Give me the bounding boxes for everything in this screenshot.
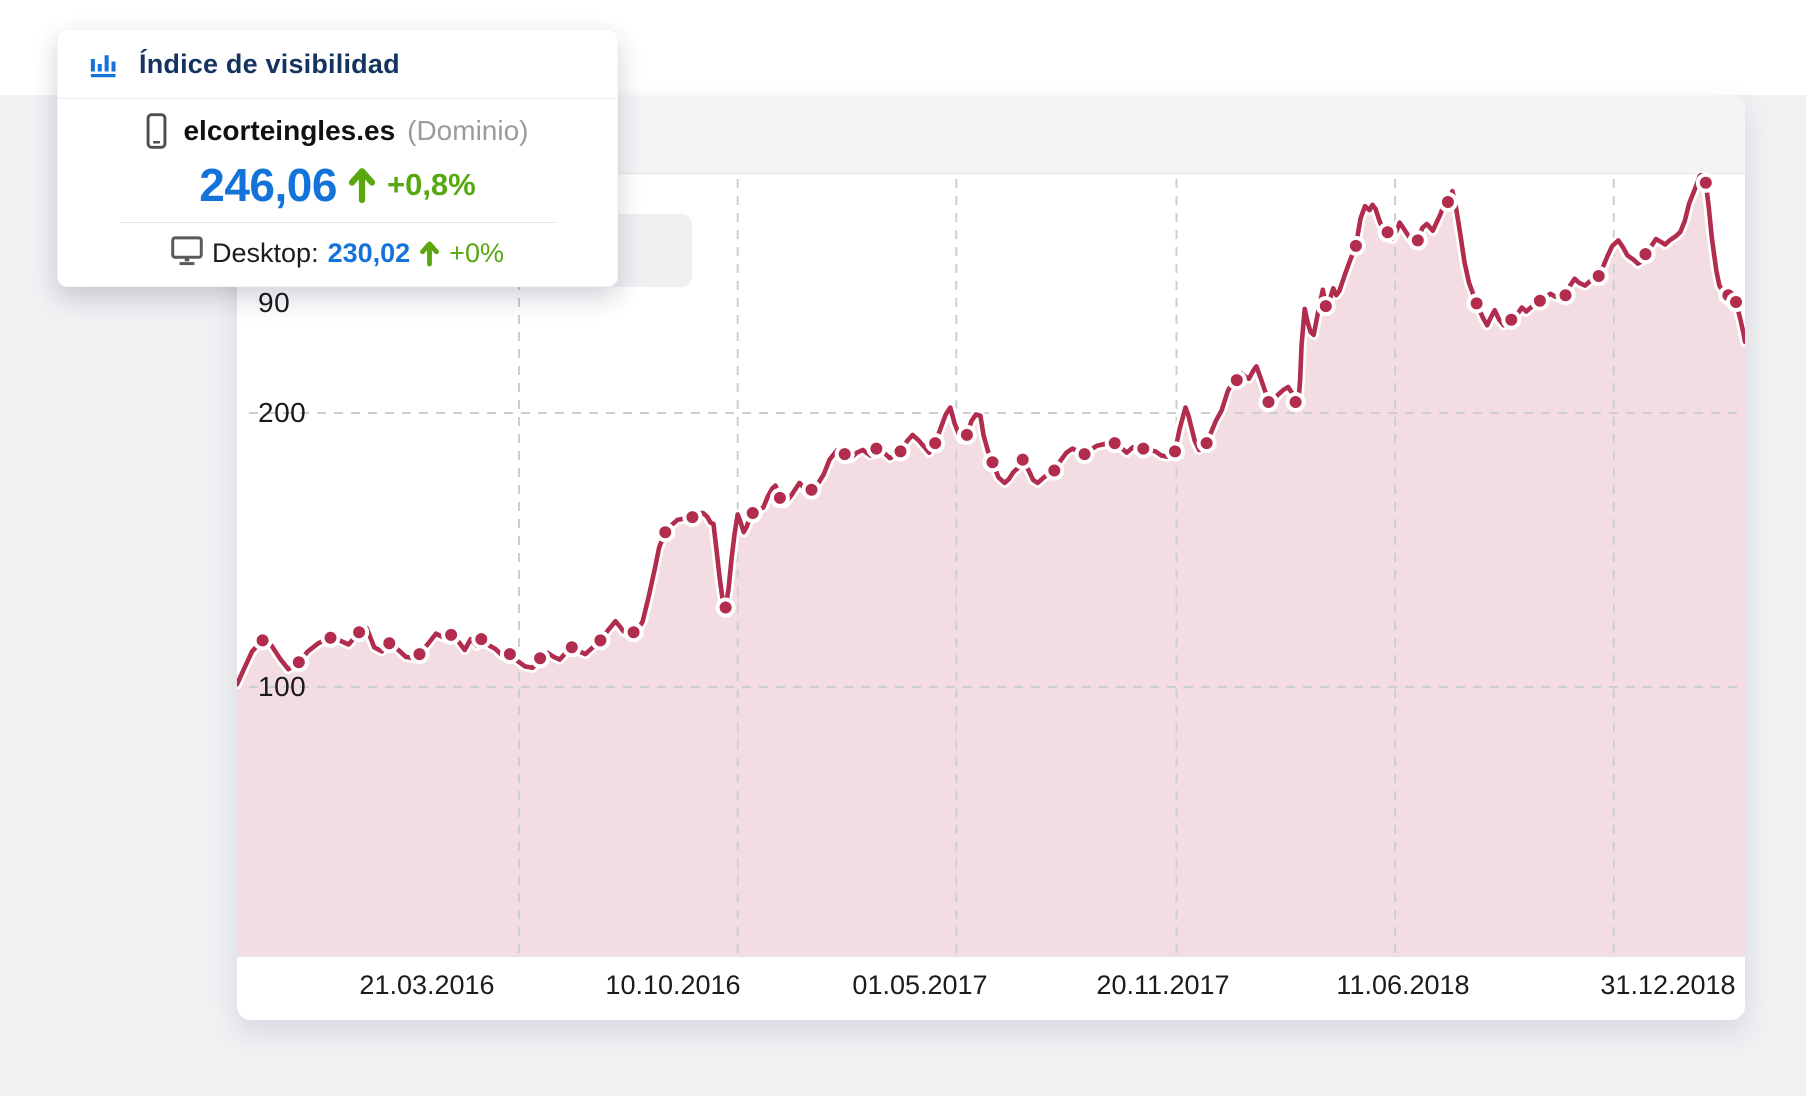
mobile-phone-icon [146,113,167,149]
trend-up-icon-small [419,240,440,267]
domain-type-label: (Dominio) [407,115,529,146]
x-axis-label: 31.12.2018 [1600,970,1736,1000]
chart-plot-area[interactable]: 90 200 100 [237,173,1745,956]
bar-chart-icon [89,49,119,79]
desktop-visibility-value: 230,02 [327,237,411,268]
desktop-visibility-change: +0% [449,237,504,268]
visibility-area-chart[interactable] [237,173,1745,956]
x-axis: 21.03.2016 10.10.2016 01.05.2017 20.11.2017… [237,956,1745,1020]
domain-name: elcorteingles.es [183,115,396,146]
card-body: elcorteingles.es (Dominio) 246,06 +0,8% [58,99,617,283]
card-header: Índice de visibilidad [58,30,617,99]
y-axis-label: 90 [258,287,291,318]
desktop-label: Desktop: [212,237,319,268]
mobile-visibility-value: 246,06 [199,159,337,211]
desktop-monitor-icon [171,235,203,271]
card-divider [120,222,557,223]
x-axis-label: 10.10.2016 [605,970,741,1000]
y-axis-label: 100 [258,671,307,702]
trend-up-icon [347,166,377,204]
card-title: Índice de visibilidad [139,48,400,79]
visibility-tooltip-card: Índice de visibilidad elcorteingles.es (… [57,29,618,287]
x-axis-label: 20.11.2017 [1096,970,1230,1000]
x-axis-label: 21.03.2016 [359,970,495,1000]
mobile-visibility-change: +0,8% [386,167,476,202]
x-axis-label: 01.05.2017 [852,970,988,1000]
y-axis-label: 200 [258,397,307,428]
x-axis-label: 11.06.2018 [1336,970,1470,1000]
